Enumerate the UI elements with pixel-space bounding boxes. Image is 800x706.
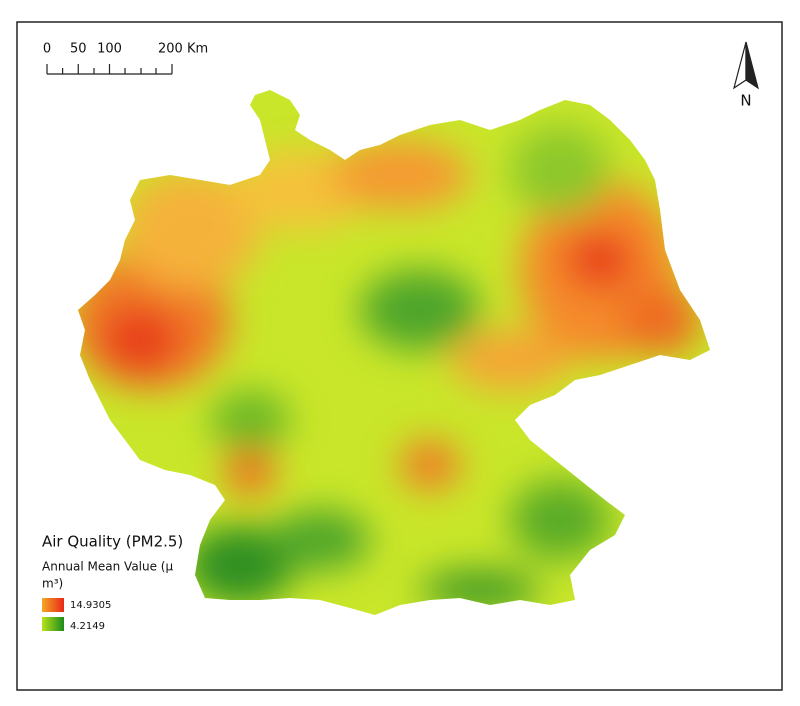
- legend-high: 14.9305: [70, 600, 111, 611]
- legend-title: Air Quality (PM2.5): [42, 533, 183, 551]
- legend-subtitle: m³): [42, 577, 63, 591]
- legend-swatch-low: [42, 617, 64, 631]
- north-label: N: [740, 92, 751, 110]
- pm25-raster: [78, 90, 710, 615]
- scale-label: 0: [43, 42, 51, 57]
- scale-label: 200 Km: [158, 42, 208, 57]
- scale-label: 100: [97, 42, 122, 57]
- legend-swatch-high: [42, 598, 64, 612]
- map-frame: [16, 21, 783, 691]
- legend: Air Quality (PM2.5) Annual Mean Value (µ…: [42, 533, 183, 632]
- scale-label: 50: [70, 42, 87, 57]
- legend-subtitle: Annual Mean Value (µ: [42, 560, 173, 574]
- north-arrow: N: [733, 41, 759, 110]
- legend-low: 4.2149: [70, 621, 105, 632]
